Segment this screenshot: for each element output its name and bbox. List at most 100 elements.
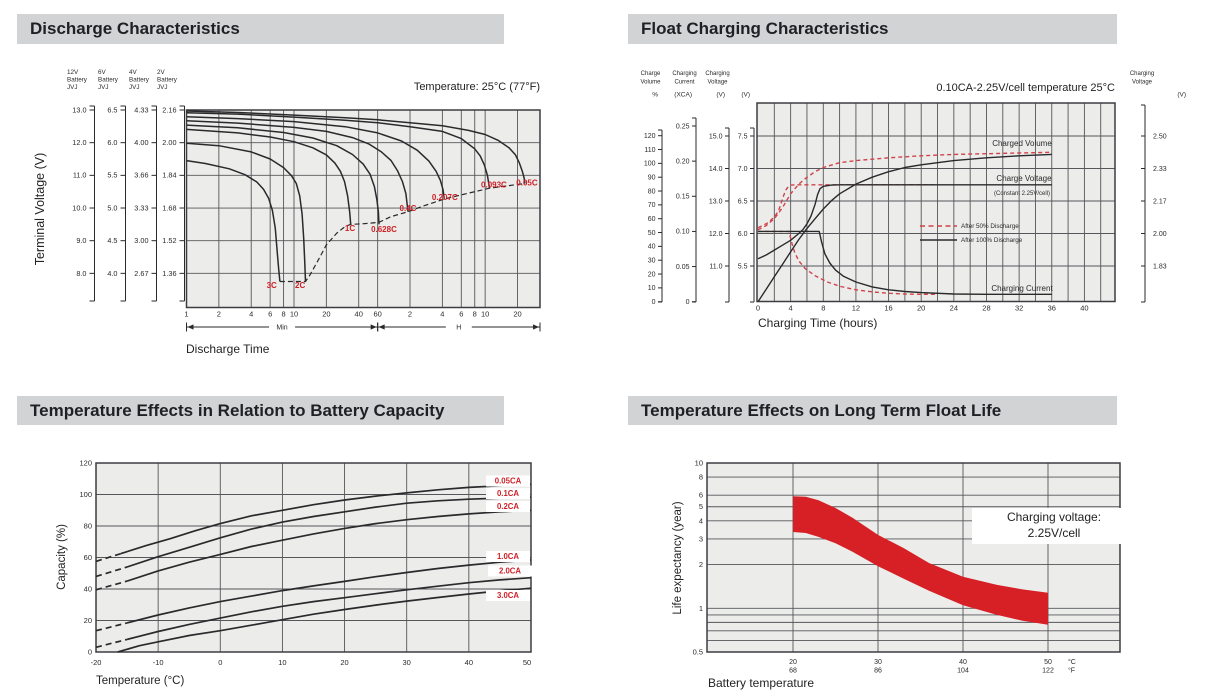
svg-text:Voltage: Voltage <box>1132 80 1153 86</box>
svg-text:Min: Min <box>276 325 287 332</box>
svg-text:2.0CA: 2.0CA <box>499 567 521 576</box>
svg-text:1.0CA: 1.0CA <box>497 552 519 561</box>
svg-text:6: 6 <box>699 491 703 500</box>
svg-text:20: 20 <box>648 271 656 278</box>
svg-text:0: 0 <box>218 658 222 667</box>
svg-text:50: 50 <box>1044 659 1052 666</box>
svg-text:After 100% Discharge: After 100% Discharge <box>961 237 1023 244</box>
capacity-x-axis-title: Temperature (°C) <box>96 675 185 687</box>
section-title: Float Charging Characteristics <box>641 19 889 38</box>
svg-text:2: 2 <box>699 560 703 569</box>
svg-text:3.0CA: 3.0CA <box>497 591 519 600</box>
svg-text:70: 70 <box>648 202 656 209</box>
svg-text:8: 8 <box>699 473 703 482</box>
svg-text:60: 60 <box>648 216 656 223</box>
svg-text:Charging Current: Charging Current <box>991 284 1053 293</box>
svg-text:(V): (V) <box>716 92 725 99</box>
discharge-chart: 12VBatteryJVJ13.012.011.010.09.08.06VBat… <box>67 69 541 332</box>
life-x-axis-title: Battery temperature <box>708 676 815 690</box>
svg-text:4: 4 <box>440 310 444 319</box>
svg-text:4.5: 4.5 <box>107 236 117 245</box>
svg-text:4.33: 4.33 <box>134 105 148 114</box>
svg-text:8: 8 <box>821 304 825 313</box>
svg-text:-20: -20 <box>91 658 102 667</box>
svg-text:0.4C: 0.4C <box>400 204 417 213</box>
svg-text:H: H <box>456 325 461 332</box>
svg-text:11.0: 11.0 <box>709 263 722 270</box>
svg-text:32: 32 <box>1015 304 1023 313</box>
svg-text:24: 24 <box>950 304 958 313</box>
svg-text:40: 40 <box>648 244 656 251</box>
svg-text:4.0: 4.0 <box>107 269 117 278</box>
svg-text:Voltage: Voltage <box>707 80 728 86</box>
svg-text:30: 30 <box>648 258 656 265</box>
svg-text:60: 60 <box>373 310 381 319</box>
svg-text:3.00: 3.00 <box>134 236 148 245</box>
section-title: Temperature Effects on Long Term Float L… <box>641 400 1002 420</box>
svg-text:10: 10 <box>695 459 703 468</box>
svg-text:%: % <box>652 92 658 99</box>
svg-text:Battery: Battery <box>129 77 150 84</box>
svg-text:Battery: Battery <box>67 77 88 84</box>
svg-text:1.52: 1.52 <box>162 236 176 245</box>
svg-text:12.0: 12.0 <box>72 138 86 147</box>
svg-text:120: 120 <box>644 133 656 140</box>
svg-text:15.0: 15.0 <box>709 133 723 140</box>
svg-text:Charged Volume: Charged Volume <box>992 139 1052 148</box>
svg-text:6.5: 6.5 <box>738 198 748 205</box>
svg-text:86: 86 <box>874 668 882 675</box>
svg-text:40: 40 <box>1080 304 1088 313</box>
svg-text:0.10: 0.10 <box>676 229 690 236</box>
svg-text:0.2CA: 0.2CA <box>497 502 519 511</box>
svg-text:3: 3 <box>699 534 703 543</box>
svg-text:40: 40 <box>84 585 92 594</box>
svg-text:2: 2 <box>408 310 412 319</box>
float-charging-condition-note: 0.10CA-2.25V/cell temperature 25°C <box>936 82 1115 94</box>
svg-text:-10: -10 <box>153 658 164 667</box>
svg-text:20: 20 <box>84 616 92 625</box>
svg-text:7.0: 7.0 <box>738 166 748 173</box>
section-header-temp-capacity: Temperature Effects in Relation to Batte… <box>17 396 504 425</box>
svg-text:50: 50 <box>523 658 531 667</box>
svg-text:Current: Current <box>674 80 694 86</box>
svg-text:20: 20 <box>340 658 348 667</box>
life-charging-voltage-annotation: Charging voltage: 2.25V/cell <box>972 508 1136 545</box>
svg-text:JVJ: JVJ <box>67 84 78 91</box>
svg-text:90: 90 <box>648 175 656 182</box>
svg-text:20: 20 <box>917 304 925 313</box>
svg-text:7.5: 7.5 <box>738 133 748 140</box>
float-charging-x-axis-title: Charging Time (hours) <box>758 316 878 330</box>
svg-text:10: 10 <box>481 310 489 319</box>
svg-text:10: 10 <box>648 285 656 292</box>
svg-text:8: 8 <box>281 310 285 319</box>
svg-text:12: 12 <box>852 304 860 313</box>
svg-text:(XCA): (XCA) <box>674 92 692 99</box>
svg-text:5.5: 5.5 <box>107 171 117 180</box>
svg-text:0: 0 <box>88 648 92 657</box>
svg-text:1: 1 <box>184 310 188 319</box>
svg-text:8.0: 8.0 <box>76 269 86 278</box>
svg-text:104: 104 <box>957 668 969 675</box>
svg-text:80: 80 <box>648 188 656 195</box>
svg-text:4: 4 <box>249 310 253 319</box>
svg-text:0: 0 <box>652 299 656 306</box>
annotation-line-1: Charging voltage: <box>1006 510 1102 524</box>
svg-text:28: 28 <box>982 304 990 313</box>
svg-text:50: 50 <box>648 230 656 237</box>
svg-text:2: 2 <box>217 310 221 319</box>
svg-text:60: 60 <box>84 553 92 562</box>
svg-text:4: 4 <box>789 304 793 313</box>
svg-text:1.36: 1.36 <box>162 269 176 278</box>
svg-text:80: 80 <box>84 522 92 531</box>
svg-text:3C: 3C <box>267 281 277 290</box>
svg-text:6: 6 <box>459 310 463 319</box>
svg-text:6.0: 6.0 <box>738 231 748 238</box>
svg-text:20: 20 <box>513 310 521 319</box>
svg-text:2.67: 2.67 <box>134 269 148 278</box>
svg-text:6.5: 6.5 <box>107 105 117 114</box>
svg-text:40: 40 <box>959 659 967 666</box>
svg-text:2.17: 2.17 <box>1153 198 1167 205</box>
svg-text:10.0: 10.0 <box>72 203 86 212</box>
svg-text:JVJ: JVJ <box>98 84 109 91</box>
